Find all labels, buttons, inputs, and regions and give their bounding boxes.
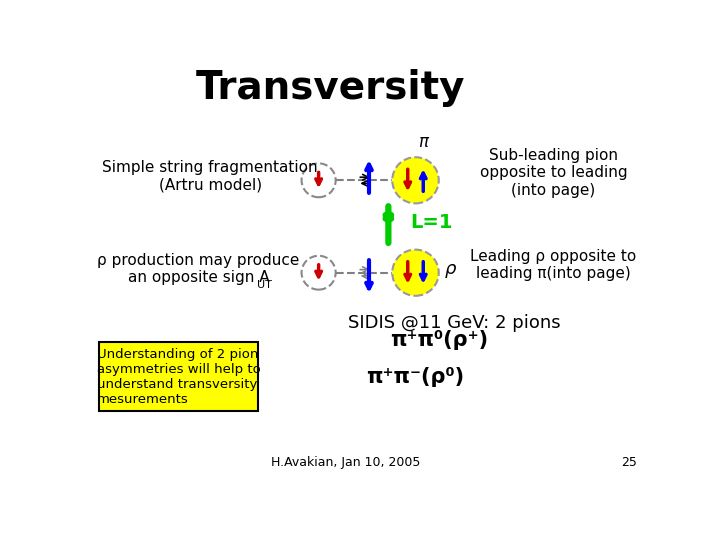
Circle shape	[302, 164, 336, 197]
Text: Simple string fragmentation
(Artru model): Simple string fragmentation (Artru model…	[102, 160, 318, 193]
Text: ρ production may produce
an opposite sign A: ρ production may produce an opposite sig…	[97, 253, 300, 285]
Text: π⁺π⁻(ρ⁰): π⁺π⁻(ρ⁰)	[366, 367, 464, 387]
Text: UT: UT	[258, 280, 272, 290]
Text: L=1: L=1	[410, 213, 453, 232]
Text: ρ: ρ	[445, 260, 456, 278]
Text: Understanding of 2 pion
asymmetries will help to
understand transversity
mesurem: Understanding of 2 pion asymmetries will…	[97, 348, 261, 406]
Text: H.Avakian, Jan 10, 2005: H.Avakian, Jan 10, 2005	[271, 456, 420, 469]
Circle shape	[392, 157, 438, 204]
Text: SIDIS @11 GeV: 2 pions: SIDIS @11 GeV: 2 pions	[348, 314, 561, 332]
Text: π: π	[418, 133, 428, 151]
Text: Leading ρ opposite to
leading π(into page): Leading ρ opposite to leading π(into pag…	[470, 249, 636, 281]
Text: Transversity: Transversity	[196, 69, 465, 107]
Text: 25: 25	[621, 456, 637, 469]
Text: π⁺π⁰(ρ⁺): π⁺π⁰(ρ⁺)	[390, 330, 488, 350]
Circle shape	[302, 256, 336, 289]
Text: Sub-leading pion
opposite to leading
(into page): Sub-leading pion opposite to leading (in…	[480, 148, 627, 198]
Circle shape	[392, 249, 438, 296]
FancyBboxPatch shape	[99, 342, 258, 411]
